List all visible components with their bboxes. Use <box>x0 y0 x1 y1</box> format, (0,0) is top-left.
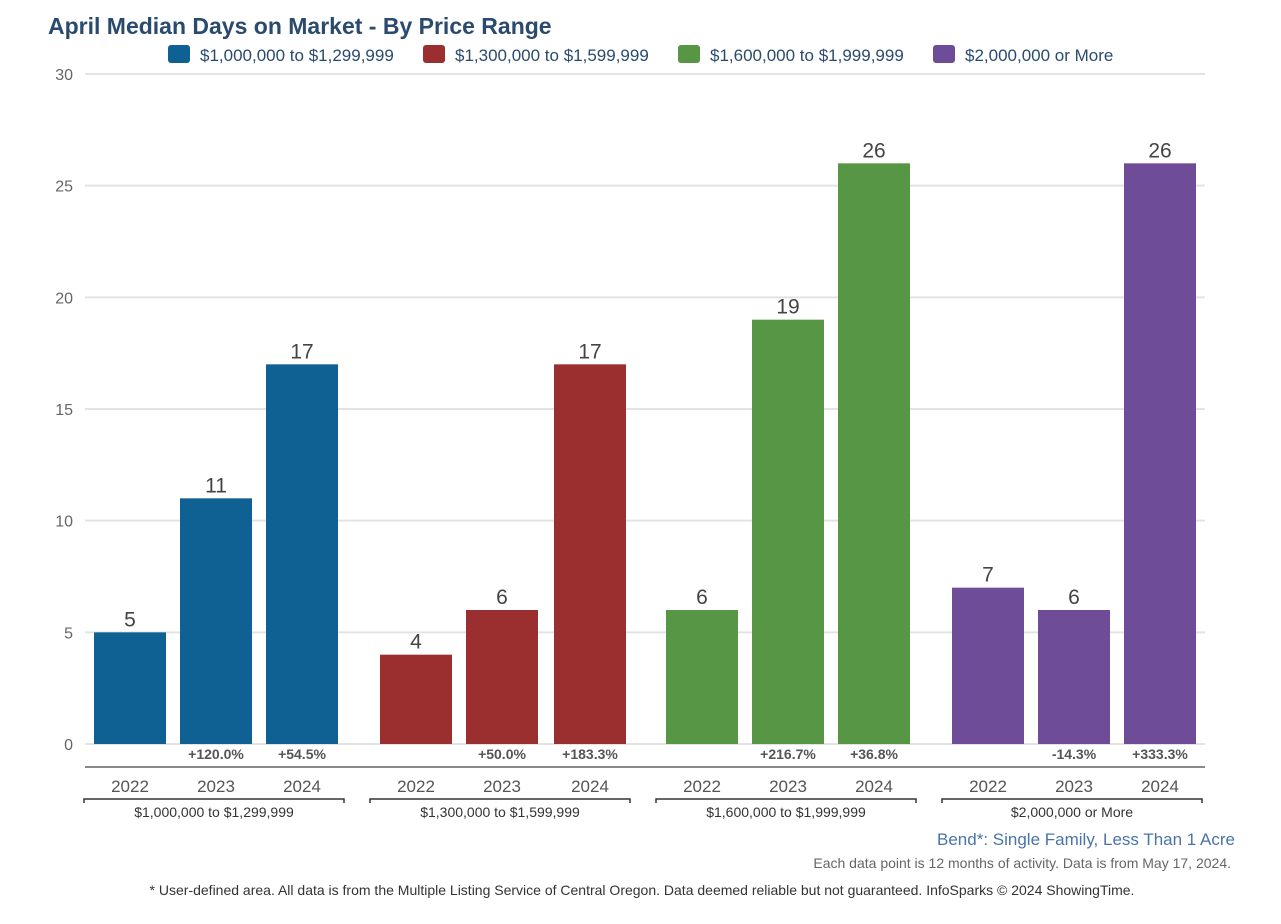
subtitle: Bend*: Single Family, Less Than 1 Acre <box>937 830 1235 849</box>
data-label: 4 <box>410 631 422 654</box>
y-tick-label: 25 <box>55 179 73 196</box>
bar <box>1124 163 1196 745</box>
bar <box>666 610 738 744</box>
x-tick-label: 2024 <box>1141 777 1179 796</box>
legend-swatch <box>933 45 955 63</box>
change-label: +183.3% <box>562 746 618 762</box>
legend-label: $1,000,000 to $1,299,999 <box>200 46 394 65</box>
change-label: +50.0% <box>478 746 526 762</box>
data-label: 7 <box>982 564 994 587</box>
legend-swatch <box>168 45 190 63</box>
bar <box>180 498 252 744</box>
bar <box>838 163 910 745</box>
x-tick-label: 2022 <box>397 777 435 796</box>
group-bracket <box>655 798 917 803</box>
x-tick-label: 2023 <box>769 777 807 796</box>
bar <box>752 319 824 744</box>
change-label: +54.5% <box>278 746 326 762</box>
data-label: 6 <box>696 586 708 609</box>
x-tick-label: 2022 <box>111 777 149 796</box>
legend-label: $1,600,000 to $1,999,999 <box>710 46 904 65</box>
data-label: 11 <box>205 474 227 497</box>
group-label: $1,600,000 to $1,999,999 <box>706 804 866 820</box>
change-label: +120.0% <box>188 746 244 762</box>
data-label: 19 <box>776 296 799 319</box>
x-tick-label: 2024 <box>283 777 321 796</box>
x-tick-label: 2023 <box>197 777 235 796</box>
group-label: $2,000,000 or More <box>1011 804 1133 820</box>
x-axis: 2022 2023 2024 $1,000,000 to $1,299,999 2022… <box>83 766 1205 820</box>
data-label: 26 <box>1148 139 1171 162</box>
group-label: $1,300,000 to $1,599,999 <box>420 804 580 820</box>
y-tick-label: 5 <box>64 625 73 642</box>
bar <box>380 654 452 744</box>
group-bracket <box>369 798 631 803</box>
group-bracket <box>83 798 345 803</box>
x-tick-label: 2022 <box>969 777 1007 796</box>
bar <box>554 364 626 744</box>
x-tick-label: 2024 <box>571 777 609 796</box>
legend-swatch <box>678 45 700 63</box>
x-tick-label: 2023 <box>483 777 521 796</box>
y-tick-label: 30 <box>55 67 73 84</box>
y-tick-label: 0 <box>64 737 73 754</box>
y-tick-label: 10 <box>55 514 73 531</box>
data-label: 26 <box>862 139 885 162</box>
bar <box>94 632 166 744</box>
chart-title: April Median Days on Market - By Price R… <box>48 13 552 39</box>
data-label: 17 <box>290 340 313 363</box>
data-label: 17 <box>578 340 601 363</box>
bar <box>466 610 538 744</box>
data-label: 6 <box>1068 586 1080 609</box>
x-tick-label: 2024 <box>855 777 893 796</box>
footnote: * User-defined area. All data is from th… <box>150 882 1135 898</box>
legend-label: $1,300,000 to $1,599,999 <box>455 46 649 65</box>
bar <box>1038 610 1110 744</box>
data-note: Each data point is 12 months of activity… <box>813 855 1231 871</box>
bar <box>266 364 338 744</box>
x-tick-label: 2022 <box>683 777 721 796</box>
change-label: +36.8% <box>850 746 898 762</box>
y-tick-label: 20 <box>55 290 73 307</box>
group-label: $1,000,000 to $1,299,999 <box>134 804 294 820</box>
change-label: +216.7% <box>760 746 816 762</box>
y-tick-label: 15 <box>55 402 73 419</box>
change-label: +333.3% <box>1132 746 1188 762</box>
group-bracket <box>941 798 1203 803</box>
data-label: 5 <box>124 608 136 631</box>
legend-swatch <box>423 45 445 63</box>
bars: 5 11 +120.0% 17 +54.5% 4 6 +50.0% 17 +183.3% 6 19 +2… <box>94 139 1196 762</box>
legend: $1,000,000 to $1,299,999 $1,300,000 to $1… <box>168 45 1113 65</box>
bar <box>952 587 1024 744</box>
x-tick-label: 2023 <box>1055 777 1093 796</box>
change-label: -14.3% <box>1052 746 1097 762</box>
data-label: 6 <box>496 586 508 609</box>
legend-label: $2,000,000 or More <box>965 46 1113 65</box>
